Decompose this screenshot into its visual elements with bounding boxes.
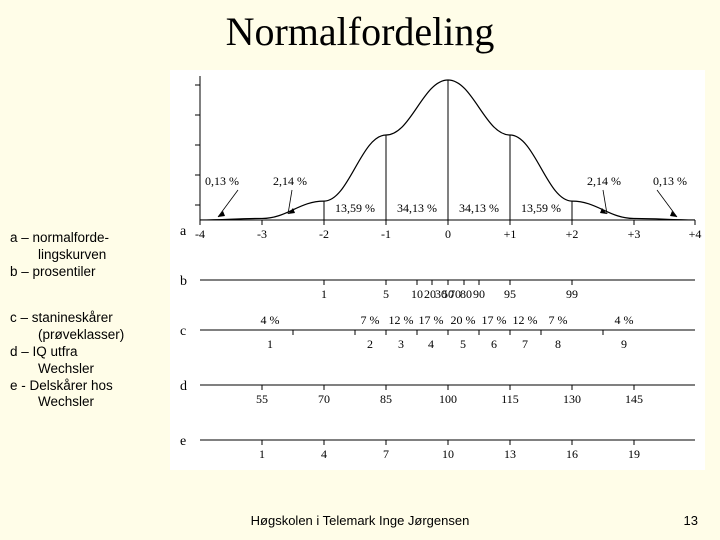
- legend-bottom: c – stanineskårer (prøveklasser) d – IQ …: [10, 310, 200, 411]
- svg-text:2,14 %: 2,14 %: [273, 174, 307, 188]
- svg-text:16: 16: [566, 447, 578, 461]
- svg-text:5: 5: [383, 287, 389, 301]
- legend-e-line2: Wechsler: [10, 394, 200, 411]
- svg-text:13,59 %: 13,59 %: [335, 201, 375, 215]
- legend-c-line2: (prøveklasser): [10, 327, 200, 344]
- footer-author: Høgskolen i Telemark Inge Jørgensen: [0, 513, 720, 528]
- footer-page-number: 13: [684, 513, 698, 528]
- svg-text:+3: +3: [628, 227, 641, 241]
- svg-text:17 %: 17 %: [482, 313, 507, 327]
- svg-text:3: 3: [398, 337, 404, 351]
- svg-text:90: 90: [473, 287, 485, 301]
- svg-text:-4: -4: [195, 227, 205, 241]
- svg-text:+1: +1: [504, 227, 517, 241]
- normal-distribution-chart: 0,13 % 2,14 % 13,59 % 34,13 % 34,13 % 13,59 %…: [170, 70, 705, 470]
- svg-text:4: 4: [428, 337, 434, 351]
- svg-text:17 %: 17 %: [419, 313, 444, 327]
- svg-text:9: 9: [621, 337, 627, 351]
- svg-text:-1: -1: [381, 227, 391, 241]
- svg-text:+2: +2: [566, 227, 579, 241]
- svg-text:1: 1: [321, 287, 327, 301]
- svg-text:145: 145: [625, 392, 643, 406]
- svg-text:7: 7: [522, 337, 528, 351]
- legend-b: b – prosentiler: [10, 264, 190, 281]
- svg-text:115: 115: [501, 392, 519, 406]
- svg-text:13: 13: [504, 447, 516, 461]
- svg-text:55: 55: [256, 392, 268, 406]
- svg-text:19: 19: [628, 447, 640, 461]
- svg-text:99: 99: [566, 287, 578, 301]
- legend-c-line1: c – stanineskårer: [10, 310, 200, 327]
- svg-text:12 %: 12 %: [513, 313, 538, 327]
- svg-text:20 %: 20 %: [451, 313, 476, 327]
- svg-text:130: 130: [563, 392, 581, 406]
- legend-a-line2: lingskurven: [10, 247, 190, 264]
- svg-text:7 %: 7 %: [549, 313, 568, 327]
- svg-text:0,13 %: 0,13 %: [205, 174, 239, 188]
- legend-a-line1: a – normalforde-: [10, 230, 190, 247]
- svg-text:34,13 %: 34,13 %: [397, 201, 437, 215]
- svg-text:85: 85: [380, 392, 392, 406]
- legend-top: a – normalforde- lingskurven b – prosent…: [10, 230, 190, 281]
- svg-text:+4: +4: [689, 227, 702, 241]
- svg-text:0: 0: [445, 227, 451, 241]
- page-title: Normalfordeling: [0, 8, 720, 55]
- legend-d-line1: d – IQ utfra: [10, 344, 200, 361]
- svg-text:10: 10: [442, 447, 454, 461]
- svg-text:6: 6: [491, 337, 497, 351]
- legend-d-line2: Wechsler: [10, 361, 200, 378]
- svg-text:8: 8: [555, 337, 561, 351]
- svg-text:13,59 %: 13,59 %: [521, 201, 561, 215]
- svg-text:-2: -2: [319, 227, 329, 241]
- slide: Normalfordeling 0,13 % 2,14 % 13,59 % 34,13…: [0, 0, 720, 540]
- svg-text:2: 2: [367, 337, 373, 351]
- svg-text:4: 4: [321, 447, 327, 461]
- svg-text:70: 70: [318, 392, 330, 406]
- svg-text:7 %: 7 %: [361, 313, 380, 327]
- svg-text:-3: -3: [257, 227, 267, 241]
- svg-text:10: 10: [411, 287, 423, 301]
- svg-text:4 %: 4 %: [615, 313, 634, 327]
- svg-text:0,13 %: 0,13 %: [653, 174, 687, 188]
- svg-text:4 %: 4 %: [261, 313, 280, 327]
- svg-text:7: 7: [383, 447, 389, 461]
- svg-text:100: 100: [439, 392, 457, 406]
- svg-text:e: e: [180, 434, 186, 449]
- svg-text:80: 80: [460, 287, 472, 301]
- svg-text:95: 95: [504, 287, 516, 301]
- svg-text:1: 1: [259, 447, 265, 461]
- svg-text:5: 5: [460, 337, 466, 351]
- svg-text:12 %: 12 %: [389, 313, 414, 327]
- svg-text:2,14 %: 2,14 %: [587, 174, 621, 188]
- svg-text:34,13 %: 34,13 %: [459, 201, 499, 215]
- svg-text:1: 1: [267, 337, 273, 351]
- legend-e-line1: e - Delskårer hos: [10, 378, 200, 395]
